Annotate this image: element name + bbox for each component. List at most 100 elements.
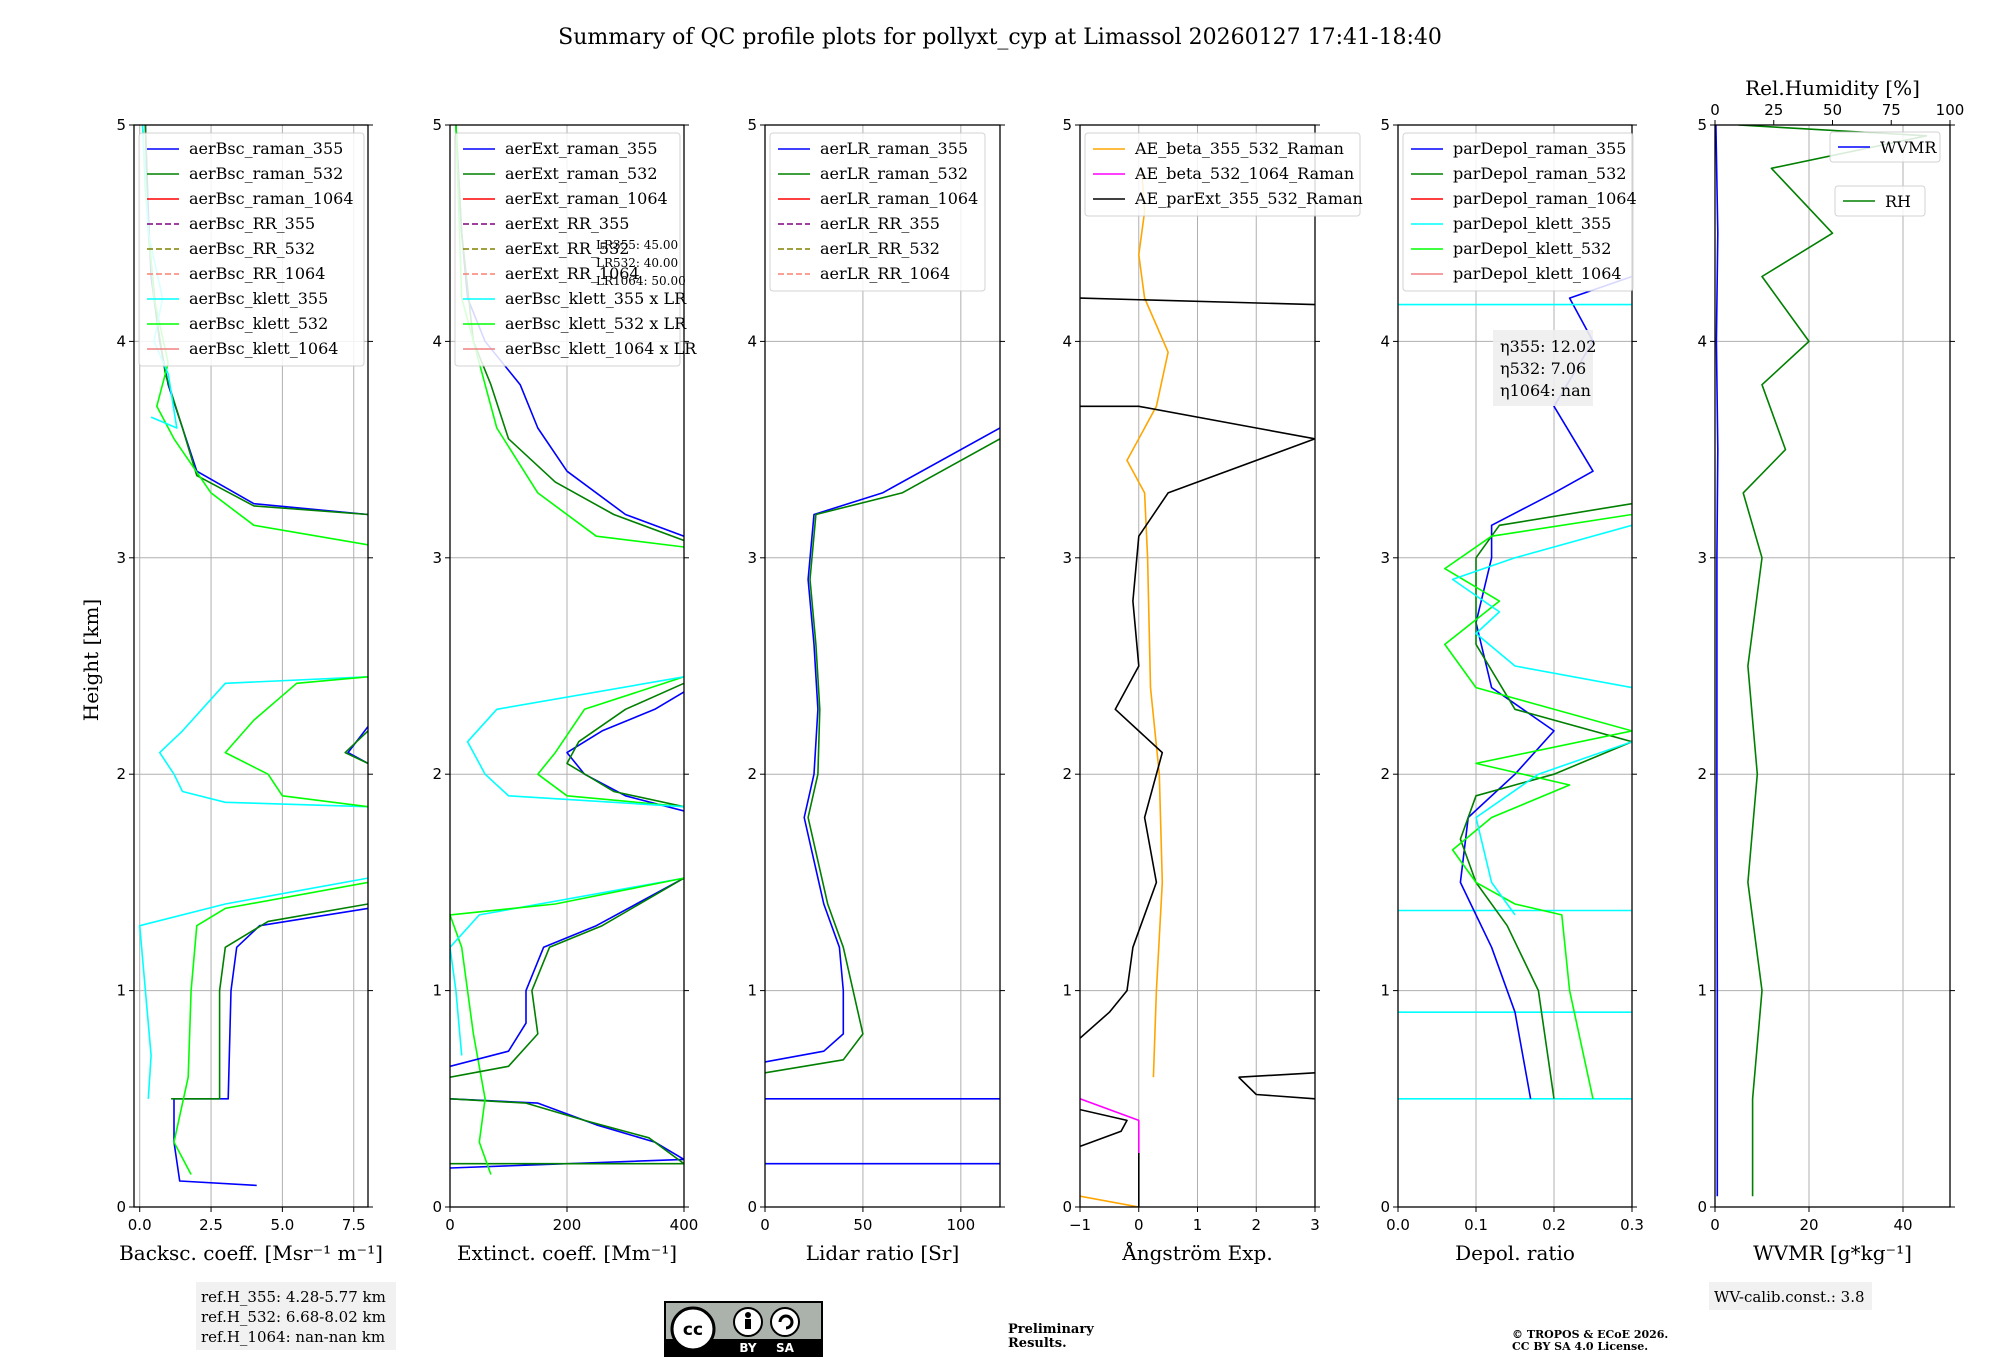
series-line-WVMR [1715, 125, 1719, 1197]
legend-label: parDepol_klett_532 [1453, 239, 1611, 258]
legend-label: aerLR_raman_1064 [820, 189, 978, 208]
y-tick-label: 0 [1380, 1198, 1390, 1216]
y-tick-label: 4 [1697, 332, 1707, 350]
legend-box [1084, 132, 1361, 217]
legend-label: aerExt_raman_1064 [505, 189, 668, 208]
x-tick-label: 40 [1893, 1216, 1912, 1234]
y-tick-label: 3 [432, 549, 442, 567]
legend-label: parDepol_klett_355 [1453, 214, 1611, 233]
legend: AE_beta_355_532_Raman AE_beta_532_1064_Ra… [1084, 132, 1363, 217]
ticks: 0.0 0.1 0.2 0.3 0 1 2 3 4 5 [1380, 116, 1643, 1234]
ticks: 0 200 400 0 1 2 3 4 5 [432, 116, 698, 1234]
legend: WVMR RH [1829, 131, 1941, 217]
legend-box [454, 132, 681, 367]
legend-label: aerBsc_klett_355 x LR [505, 289, 687, 308]
legend-label: aerExt_raman_532 [505, 164, 658, 183]
y-tick-label: 1 [432, 982, 442, 1000]
y-tick-label: 1 [1380, 982, 1390, 1000]
x-tick-label: 3 [1310, 1216, 1320, 1234]
legend-label: aerLR_raman_355 [820, 139, 968, 158]
text-line: CC BY SA 4.0 License. [1512, 1340, 1648, 1353]
legend-label: WVMR [1880, 138, 1937, 157]
legend-label: aerExt_RR_355 [505, 214, 629, 233]
sa-text: SA [776, 1341, 795, 1355]
y-tick-label: 2 [1697, 765, 1707, 783]
series-line-aerBsc_klett_532 [173, 881, 368, 1175]
axes-frame [133, 124, 369, 1208]
y-tick-label: 5 [1380, 116, 1390, 134]
y-tick-label: 1 [116, 982, 126, 1000]
lr-annotation-line: LR532: 40.00 [596, 256, 678, 270]
cc-text: cc [683, 1320, 703, 1340]
ticks: 0.0 2.5 5.0 7.5 0 1 2 3 4 5 [116, 116, 373, 1234]
y-axis-label: Height [km] [79, 599, 103, 721]
text-line: Preliminary [1008, 1322, 1094, 1337]
y-tick-label: 2 [747, 765, 757, 783]
legend: parDepol_raman_355 parDepol_raman_532 parD… [1402, 132, 1637, 292]
legend-label: RH [1885, 192, 1911, 211]
series-line-aerBsc_klett_532xLR_b [450, 877, 684, 916]
legend-label: aerExt_RR_532 [505, 239, 629, 258]
panel-bsc: 0.0 2.5 5.0 7.5 0 1 2 3 4 5 Backsc. coeff. [Msr⁻¹ … [116, 116, 382, 1265]
axes-frame [764, 124, 1001, 1208]
series-line-RH [1738, 125, 1928, 1197]
x-axis-label: Backsc. coeff. [Msr⁻¹ m⁻¹] [119, 1241, 383, 1265]
x-tick-label: 2.5 [199, 1216, 223, 1234]
x-axis-label: Depol. ratio [1455, 1241, 1575, 1265]
legend-label: aerBsc_klett_532 x LR [505, 314, 687, 333]
x-tick-label: 0 [445, 1216, 455, 1234]
eta-annotation: η355: 12.02 η532: 7.06 η1064: nan [1493, 330, 1596, 406]
y-tick-label: 5 [116, 116, 126, 134]
ref-heights-box: ref.H_355: 4.28-5.77 km ref.H_532: 6.68-… [196, 1282, 396, 1350]
series-line-aerBsc_klett_532_b [224, 676, 368, 808]
series-line-aerExt_raman_355_c [566, 691, 684, 812]
series-line-aerLR_raman_355_c [765, 427, 1000, 1063]
legend-label: AE_parExt_355_532_Raman [1134, 189, 1363, 208]
legend: aerBsc_raman_355 aerBsc_raman_532 aerBsc_r… [138, 132, 365, 367]
y-tick-label: 2 [432, 765, 442, 783]
y-tick-label: 1 [1697, 982, 1707, 1000]
top-x-tick-label: 0 [1710, 101, 1720, 119]
legend-label: aerBsc_raman_1064 [189, 189, 354, 208]
x-axis-label: WVMR [g*kg⁻¹] [1753, 1241, 1912, 1265]
x-axis-label: Lidar ratio [Sr] [806, 1241, 960, 1265]
x-tick-label: 0.2 [1542, 1216, 1566, 1234]
legend-label: aerLR_RR_532 [820, 239, 940, 258]
series-line-aerBsc_raman_355 [173, 907, 368, 1187]
y-tick-label: 2 [1062, 765, 1072, 783]
y-tick-label: 0 [1697, 1198, 1707, 1216]
y-tick-label: 0 [747, 1198, 757, 1216]
legend-label: aerBsc_klett_532 [189, 314, 328, 333]
y-tick-label: 0 [116, 1198, 126, 1216]
by-text: BY [739, 1341, 756, 1355]
copyright-note: © TROPOS & ECoE 2026. CC BY SA 4.0 Licens… [1512, 1328, 1668, 1353]
legend-label: aerBsc_klett_1064 [189, 339, 338, 358]
series-line-aerBsc_klett_355xLR_c [466, 676, 684, 808]
lr-annotation: LR355: 45.00 LR532: 40.00 LR1064: 50.00 [596, 238, 686, 288]
y-tick-label: 3 [1062, 549, 1072, 567]
series-line-aerBsc_klett_355xLR [450, 877, 684, 1056]
series-line-aerBsc_klett_532xLR_c [537, 676, 684, 808]
axes-frame [1397, 124, 1633, 1208]
x-tick-label: 7.5 [342, 1216, 366, 1234]
legend-label: parDepol_raman_532 [1453, 164, 1626, 183]
legend-label: aerBsc_RR_532 [189, 239, 315, 258]
series-line-AE_parExt_355_532_Raman_b [1080, 405, 1315, 1039]
series-line-AE_parExt_355_532_Raman_d [1238, 1076, 1315, 1100]
x-tick-label: 1 [1193, 1216, 1203, 1234]
series-line-AE_parExt_355_532_Raman_e [1238, 1072, 1315, 1078]
x-tick-label: 0.0 [1386, 1216, 1410, 1234]
legend-label: aerExt_RR_1064 [505, 264, 640, 283]
series-line-aerExt_raman_532 [450, 1098, 684, 1165]
wv-calib-const: WV-calib.const.: 3.8 [1714, 1288, 1865, 1306]
series-group [1715, 125, 1928, 1197]
series-line-aerExt_raman_532_c [566, 682, 684, 808]
series-group [450, 125, 684, 1175]
eta-annotation-line: η355: 12.02 [1500, 337, 1596, 356]
panel-lr: 0 50 100 0 1 2 3 4 5 Lidar ratio [Sr] aerLR_raman_… [747, 116, 1005, 1265]
y-tick-label: 4 [747, 332, 757, 350]
